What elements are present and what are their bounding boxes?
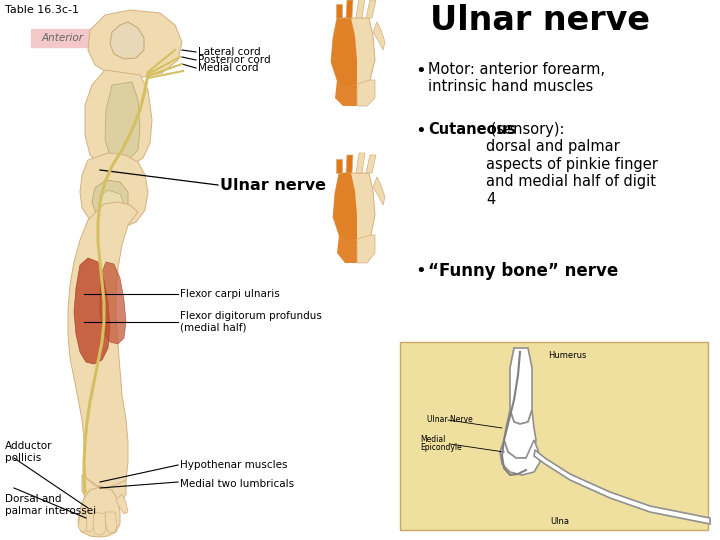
Polygon shape (68, 202, 138, 488)
Polygon shape (337, 235, 357, 263)
Text: Motor: anterior forearm,
intrinsic hand muscles: Motor: anterior forearm, intrinsic hand … (428, 62, 605, 94)
Polygon shape (346, 155, 353, 173)
Polygon shape (74, 258, 110, 364)
Polygon shape (366, 0, 376, 18)
Polygon shape (78, 487, 120, 537)
Polygon shape (534, 450, 710, 524)
Polygon shape (356, 153, 365, 173)
FancyBboxPatch shape (31, 29, 95, 47)
Polygon shape (82, 510, 94, 532)
Text: Dorsal and
palmar interossei: Dorsal and palmar interossei (5, 494, 96, 516)
Text: Adductor
pollicis: Adductor pollicis (5, 441, 53, 463)
Polygon shape (336, 159, 342, 173)
Polygon shape (357, 235, 375, 263)
Text: Hypothenar muscles: Hypothenar muscles (180, 460, 287, 470)
Text: Posterior cord: Posterior cord (198, 55, 271, 65)
Polygon shape (356, 0, 365, 18)
FancyBboxPatch shape (400, 342, 708, 530)
Text: Flexor carpi ulnaris: Flexor carpi ulnaris (180, 289, 280, 299)
Polygon shape (100, 190, 124, 217)
Polygon shape (335, 80, 357, 106)
Text: Epicondyle: Epicondyle (420, 443, 462, 453)
Polygon shape (116, 494, 128, 514)
Polygon shape (100, 262, 126, 344)
Text: “Funny bone” nerve: “Funny bone” nerve (428, 262, 618, 280)
Polygon shape (92, 180, 128, 220)
Polygon shape (510, 348, 532, 424)
Text: Medial two lumbricals: Medial two lumbricals (180, 479, 294, 489)
Text: Lateral cord: Lateral cord (198, 47, 261, 57)
Polygon shape (366, 155, 376, 173)
Polygon shape (336, 4, 342, 18)
Polygon shape (331, 18, 375, 88)
Polygon shape (357, 80, 375, 106)
Polygon shape (105, 512, 117, 533)
Polygon shape (110, 22, 144, 59)
Polygon shape (78, 514, 87, 532)
Polygon shape (500, 440, 540, 475)
Polygon shape (93, 512, 106, 535)
Text: Humerus: Humerus (548, 352, 586, 361)
Text: Ulnar nerve: Ulnar nerve (430, 4, 650, 37)
Text: (sensory):
dorsal and palmar
aspects of pinkie finger
and medial half of digit
4: (sensory): dorsal and palmar aspects of … (486, 122, 658, 207)
Text: •: • (415, 62, 426, 80)
Polygon shape (333, 173, 375, 243)
Text: Anterior: Anterior (42, 33, 84, 43)
Text: Ulna: Ulna (551, 517, 570, 526)
Text: Medial: Medial (420, 435, 446, 444)
Polygon shape (346, 0, 353, 18)
Polygon shape (373, 22, 385, 50)
Text: Table 16.3c-1: Table 16.3c-1 (5, 5, 79, 15)
Text: Ulnar nerve: Ulnar nerve (220, 178, 326, 192)
Polygon shape (80, 153, 148, 228)
Text: Ulnar Nerve: Ulnar Nerve (427, 415, 473, 424)
Text: Flexor digitorum profundus
(medial half): Flexor digitorum profundus (medial half) (180, 311, 322, 333)
Text: •: • (415, 122, 426, 140)
Polygon shape (88, 10, 182, 78)
Polygon shape (333, 173, 357, 243)
Text: Medial cord: Medial cord (198, 63, 258, 73)
Text: •: • (415, 262, 426, 280)
Polygon shape (331, 18, 357, 88)
Text: Cutaneous: Cutaneous (428, 122, 516, 137)
Polygon shape (105, 82, 140, 160)
Polygon shape (82, 475, 126, 507)
Polygon shape (373, 177, 385, 205)
Polygon shape (504, 410, 536, 458)
Polygon shape (85, 70, 152, 168)
